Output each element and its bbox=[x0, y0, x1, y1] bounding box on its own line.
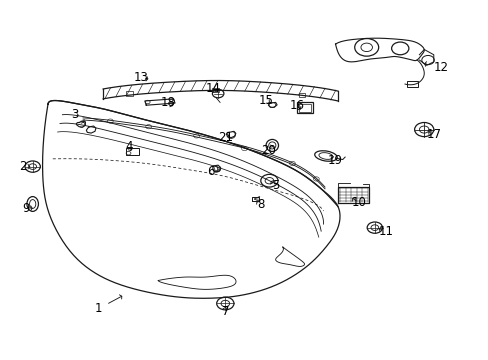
Text: 1: 1 bbox=[94, 295, 122, 315]
Text: 20: 20 bbox=[261, 144, 275, 157]
Text: 7: 7 bbox=[221, 305, 228, 318]
Text: 9: 9 bbox=[22, 202, 32, 215]
Text: 21: 21 bbox=[217, 131, 232, 144]
Text: 2: 2 bbox=[20, 160, 30, 173]
Text: 18: 18 bbox=[160, 96, 175, 109]
Text: 10: 10 bbox=[351, 197, 366, 210]
Text: 12: 12 bbox=[424, 60, 447, 73]
Text: 14: 14 bbox=[205, 82, 221, 95]
Text: 5: 5 bbox=[270, 179, 279, 192]
Text: 15: 15 bbox=[258, 94, 273, 107]
Text: 13: 13 bbox=[134, 71, 149, 84]
Text: 16: 16 bbox=[289, 99, 304, 112]
Text: 8: 8 bbox=[256, 198, 264, 211]
Text: 6: 6 bbox=[207, 165, 217, 178]
Text: 17: 17 bbox=[426, 128, 440, 141]
Text: 11: 11 bbox=[378, 225, 392, 238]
Text: 19: 19 bbox=[327, 154, 343, 167]
Text: 3: 3 bbox=[71, 108, 84, 123]
Text: 4: 4 bbox=[125, 140, 133, 153]
